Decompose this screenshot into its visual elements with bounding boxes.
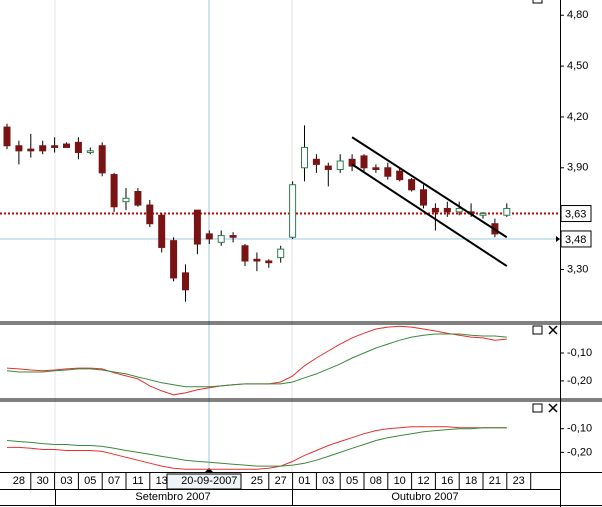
cursor-marker bbox=[205, 468, 213, 472]
candle-body bbox=[253, 258, 261, 262]
candle-body bbox=[443, 207, 451, 213]
candle-body bbox=[420, 189, 427, 206]
y-tick-label: 4,50 bbox=[567, 60, 588, 72]
candle-body bbox=[15, 145, 23, 152]
maximize-button[interactable] bbox=[532, 403, 543, 413]
x-tick-label: 28 bbox=[13, 475, 25, 487]
cursor-date-box bbox=[166, 473, 242, 490]
price-label: 3,48 bbox=[565, 234, 586, 246]
candle-body bbox=[74, 141, 82, 154]
candle-body bbox=[289, 184, 297, 238]
y-tick-label: -0,10 bbox=[567, 347, 592, 359]
candle-body bbox=[193, 209, 201, 245]
candle-body bbox=[408, 179, 416, 191]
price-label-box bbox=[560, 205, 592, 223]
y-tick-label: 4,20 bbox=[567, 111, 588, 123]
indicator-line bbox=[7, 426, 507, 470]
month-label: Outubro 2007 bbox=[391, 491, 458, 503]
indicator-line bbox=[6, 427, 507, 467]
candle-body bbox=[265, 260, 273, 264]
close-button[interactable] bbox=[548, 403, 558, 413]
candle-body bbox=[51, 145, 59, 148]
candle-body bbox=[312, 158, 320, 165]
x-tick-label: 03 bbox=[60, 475, 72, 487]
candle-body bbox=[146, 204, 154, 225]
candle-body bbox=[479, 213, 487, 216]
y-tick-label: 3,90 bbox=[567, 162, 588, 174]
candle-body bbox=[63, 143, 70, 148]
candle-body bbox=[229, 235, 237, 238]
x-tick-label: 11 bbox=[132, 475, 143, 487]
candle-body bbox=[98, 145, 106, 174]
x-tick-label: 07 bbox=[108, 475, 120, 487]
candle-body bbox=[182, 272, 189, 291]
candle-body bbox=[503, 207, 511, 216]
x-tick-label: 20-09-2007 bbox=[181, 475, 237, 487]
y-tick-label: -0,20 bbox=[567, 446, 592, 458]
candle-body bbox=[360, 155, 368, 169]
candle-body bbox=[134, 191, 142, 206]
price-label-box bbox=[560, 230, 592, 248]
month-label: Setembro 2007 bbox=[135, 491, 210, 503]
x-tick-label: 03 bbox=[322, 475, 334, 487]
close-button[interactable] bbox=[548, 325, 558, 335]
x-tick-label: 08 bbox=[370, 475, 382, 487]
indicator-line bbox=[6, 333, 507, 388]
x-tick-label: 10 bbox=[394, 475, 406, 487]
candle-body bbox=[3, 126, 11, 147]
candle-body bbox=[336, 160, 344, 170]
x-tick-label: 05 bbox=[84, 475, 96, 487]
price-label: 3,63 bbox=[565, 208, 586, 220]
candle-body bbox=[170, 240, 178, 279]
x-tick-label: 21 bbox=[489, 475, 501, 487]
candle-body bbox=[431, 207, 439, 213]
candle-body bbox=[158, 214, 166, 248]
candle-body bbox=[122, 197, 130, 203]
x-tick-label: 25 bbox=[251, 475, 263, 487]
candle-body bbox=[205, 233, 213, 240]
x-tick-label: 18 bbox=[465, 475, 477, 487]
y-tick-label: -0,10 bbox=[567, 423, 592, 435]
x-tick-label: 27 bbox=[275, 475, 287, 487]
candle-body bbox=[455, 207, 463, 213]
y-tick-label: 4,80 bbox=[567, 9, 588, 21]
candle-body bbox=[324, 165, 332, 170]
candle-body bbox=[241, 245, 249, 262]
candle-body bbox=[86, 150, 94, 154]
candle-body bbox=[27, 148, 35, 152]
trend-line bbox=[351, 163, 508, 267]
candle-body bbox=[384, 167, 392, 177]
y-tick-label: -0,20 bbox=[567, 375, 592, 387]
price-marker bbox=[556, 235, 560, 242]
candle-body bbox=[110, 174, 118, 208]
x-tick-label: 12 bbox=[417, 475, 429, 487]
x-tick-label: 13 bbox=[156, 475, 168, 487]
x-tick-label: 05 bbox=[346, 475, 358, 487]
candle-body bbox=[217, 235, 225, 243]
candle-body bbox=[39, 145, 47, 152]
maximize-button[interactable] bbox=[532, 325, 543, 335]
x-tick-label: 30 bbox=[37, 475, 49, 487]
y-tick-label: 3,30 bbox=[567, 263, 588, 275]
x-tick-label: 16 bbox=[441, 475, 453, 487]
panel-icon[interactable] bbox=[532, 0, 543, 4]
candle-body bbox=[396, 170, 404, 181]
x-tick-label: 23 bbox=[513, 475, 525, 487]
candle-body bbox=[301, 146, 308, 169]
candle-body bbox=[372, 167, 380, 170]
candle-body bbox=[277, 248, 285, 259]
trend-line bbox=[351, 136, 508, 239]
candle-body bbox=[348, 158, 356, 167]
x-tick-label: 01 bbox=[298, 475, 310, 487]
